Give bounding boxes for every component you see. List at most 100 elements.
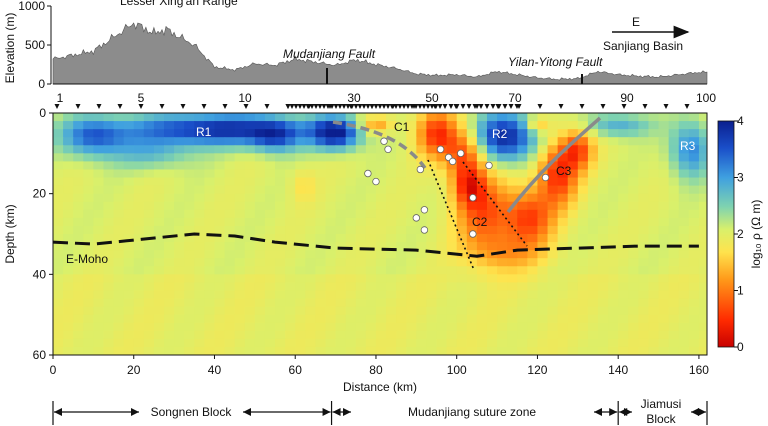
resistivity-cell — [598, 330, 609, 340]
resistivity-cell — [688, 121, 700, 130]
resistivity-cell — [527, 201, 539, 211]
resistivity-cell — [375, 193, 387, 203]
resistivity-cell — [275, 306, 286, 316]
resistivity-cell — [285, 298, 296, 308]
resistivity-cell — [194, 338, 205, 348]
resistivity-cell — [254, 306, 266, 316]
resistivity-cell — [123, 330, 135, 340]
resistivity-cell — [194, 225, 205, 235]
resistivity-cell — [527, 298, 539, 308]
resistivity-cell — [214, 217, 226, 227]
resistivity-cell — [174, 346, 185, 355]
resistivity-cell — [194, 113, 205, 122]
station-triangle — [365, 104, 371, 109]
resistivity-cell — [53, 153, 64, 162]
resistivity-cell — [476, 129, 488, 138]
block-arrowhead — [332, 408, 341, 416]
resistivity-cell — [133, 217, 145, 227]
resistivity-cell — [285, 161, 296, 171]
resistivity-cell — [345, 217, 357, 227]
resistivity-cell — [164, 185, 175, 195]
resistivity-cell — [93, 137, 105, 146]
resistivity-cell — [416, 314, 428, 324]
resistivity-cell — [355, 258, 367, 267]
station-triangle — [454, 104, 460, 109]
resistivity-cell — [698, 274, 707, 283]
resistivity-cell — [688, 129, 700, 138]
resistivity-cell — [476, 137, 488, 146]
resistivity-cell — [618, 266, 629, 275]
resistivity-cell — [83, 137, 94, 146]
resistivity-cell — [587, 322, 599, 332]
resistivity-cell — [164, 225, 175, 235]
resistivity-cell — [224, 266, 236, 275]
resistivity-cell — [436, 314, 448, 324]
resistivity-cell — [153, 338, 165, 348]
resistivity-cell — [305, 234, 316, 243]
resistivity-cell — [214, 322, 226, 332]
resistivity-cell — [638, 225, 650, 235]
block-arrowhead — [243, 408, 251, 416]
resistivity-heatmap — [53, 113, 707, 355]
resistivity-cell — [466, 234, 478, 243]
resistivity-cell — [598, 209, 609, 219]
resistivity-cell — [133, 234, 145, 243]
resistivity-cell — [174, 225, 185, 235]
resistivity-cell — [234, 225, 246, 235]
resistivity-cell — [507, 145, 518, 154]
resistivity-cell — [486, 306, 498, 316]
station-triangle — [325, 104, 331, 109]
resistivity-cell — [153, 234, 165, 243]
station-triangle — [579, 104, 585, 109]
resistivity-cell — [678, 201, 690, 211]
resistivity-cell — [295, 338, 306, 348]
resistivity-cell — [244, 258, 256, 267]
resistivity-cell — [73, 282, 84, 292]
resistivity-cell — [355, 282, 367, 292]
resistivity-cell — [174, 306, 185, 316]
resistivity-cell — [73, 242, 84, 251]
resistivity-cell — [214, 209, 226, 219]
resistivity-cell — [476, 314, 488, 324]
resistivity-cell — [466, 169, 478, 179]
elevation-tick-label: 0 — [38, 77, 45, 91]
resistivity-cell — [668, 346, 680, 355]
resistivity-cell — [113, 274, 125, 283]
resistivity-cell — [365, 177, 377, 187]
resistivity-cell — [254, 121, 266, 130]
resistivity-cell — [678, 346, 690, 355]
resistivity-cell — [133, 306, 145, 316]
resistivity-cell — [204, 234, 216, 243]
resistivity-cell — [63, 161, 74, 171]
resistivity-cell — [244, 282, 256, 292]
resistivity-cell — [547, 153, 559, 162]
resistivity-cell — [375, 225, 387, 235]
resistivity-cell — [698, 177, 707, 187]
resistivity-cell — [355, 306, 367, 316]
resistivity-cell — [153, 169, 165, 179]
resistivity-cell — [375, 306, 387, 316]
resistivity-cell — [355, 209, 367, 219]
resistivity-cell — [507, 266, 518, 275]
resistivity-cell — [234, 306, 246, 316]
resistivity-cell — [678, 129, 690, 138]
resistivity-cell — [658, 346, 670, 355]
resistivity-cell — [386, 113, 397, 122]
resistivity-cell — [618, 129, 629, 138]
resistivity-cell — [164, 161, 175, 171]
resistivity-cell — [184, 121, 195, 130]
resistivity-cell — [547, 217, 559, 227]
resistivity-cell — [587, 185, 599, 195]
resistivity-cell — [73, 346, 84, 355]
resistivity-cell — [648, 185, 660, 195]
resistivity-cell — [63, 250, 74, 259]
resistivity-cell — [456, 177, 468, 187]
resistivity-cell — [618, 338, 629, 348]
resistivity-cell — [123, 290, 135, 300]
resistivity-cell — [587, 330, 599, 340]
resistivity-cell — [436, 217, 448, 227]
c3-gray-boundary — [506, 116, 602, 214]
resistivity-cell — [406, 193, 417, 203]
resistivity-cell — [335, 298, 347, 308]
resistivity-cell — [83, 338, 94, 348]
